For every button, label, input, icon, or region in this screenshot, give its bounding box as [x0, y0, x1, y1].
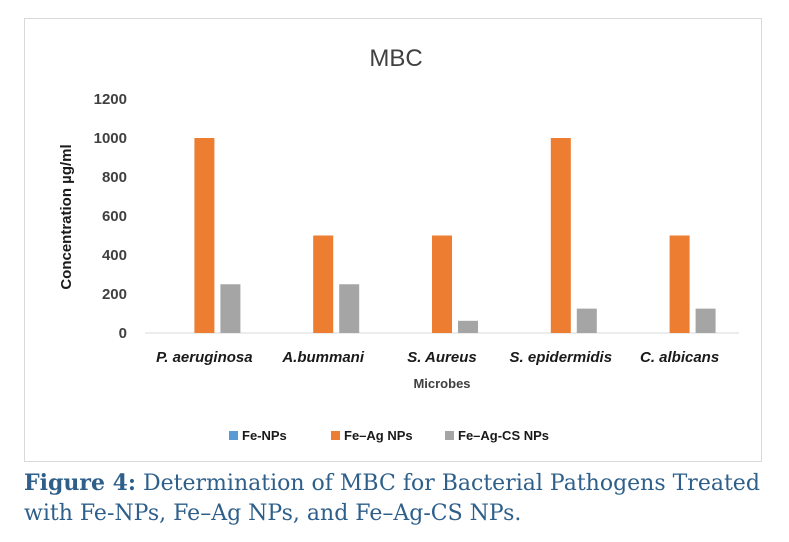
x-tick-label: A.bummani — [281, 349, 365, 366]
legend-label: Fe–Ag-CS NPs — [458, 428, 549, 443]
y-tick-label: 800 — [102, 169, 127, 186]
y-axis-ticks: 0 200 400 600 800 1000 1200 — [94, 91, 127, 342]
y-tick-label: 0 — [119, 325, 127, 342]
chart-title: MBC — [369, 45, 422, 72]
bar — [550, 138, 571, 333]
bar — [458, 320, 478, 333]
y-tick-label: 1000 — [94, 130, 127, 147]
bar — [194, 138, 215, 333]
legend-label: Fe-NPs — [242, 428, 287, 443]
bar — [576, 308, 597, 333]
bar — [339, 284, 360, 333]
figure-caption: Figure 4: Determination of MBC for Bacte… — [24, 468, 784, 529]
category-labels: P. aeruginosa A.bummani S. Aureus S. epider… — [156, 349, 719, 366]
bar — [313, 235, 334, 333]
chart-frame: MBC 0 200 400 600 800 1000 1200 P. aeruginosa A… — [24, 18, 762, 462]
legend-label: Fe–Ag NPs — [344, 428, 413, 443]
x-tick-label: P. aeruginosa — [156, 349, 252, 366]
y-tick-label: 400 — [102, 247, 127, 264]
y-axis-label: Concentration µg/ml — [58, 144, 75, 289]
bars — [194, 138, 716, 333]
x-axis-label: Microbes — [413, 376, 470, 391]
legend-swatch — [331, 431, 340, 440]
y-tick-label: 200 — [102, 286, 127, 303]
x-tick-label: S. Aureus — [407, 349, 476, 366]
bar — [695, 308, 716, 333]
y-tick-label: 1200 — [94, 91, 127, 108]
x-tick-label: C. albicans — [640, 349, 719, 366]
legend-swatch — [445, 431, 454, 440]
y-tick-label: 600 — [102, 208, 127, 225]
legend: Fe-NPs Fe–Ag NPs Fe–Ag-CS NPs — [229, 428, 549, 443]
bar — [220, 284, 241, 333]
legend-swatch — [229, 431, 238, 440]
figure-caption-text: Determination of MBC for Bacterial Patho… — [24, 471, 760, 526]
bar — [432, 235, 452, 333]
bar-chart: MBC 0 200 400 600 800 1000 1200 P. aeruginosa A… — [58, 45, 739, 443]
x-tick-label: S. epidermidis — [510, 349, 613, 366]
figure-label: Figure 4: — [24, 470, 137, 496]
bar — [669, 235, 690, 333]
